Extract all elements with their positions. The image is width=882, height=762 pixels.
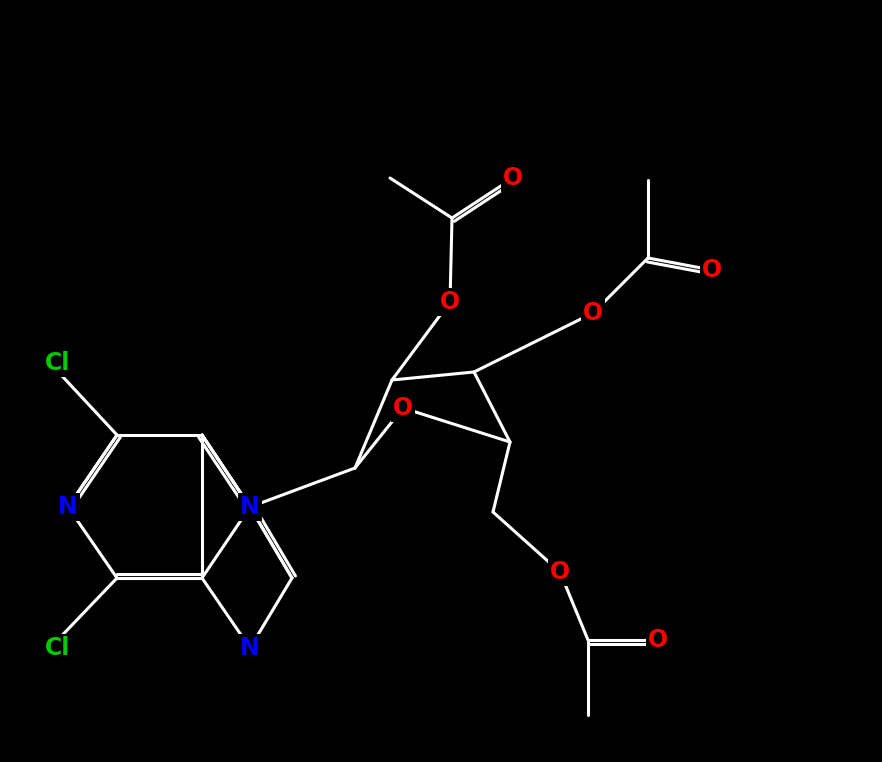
Text: N: N (240, 636, 260, 660)
Text: N: N (58, 495, 78, 519)
Text: O: O (583, 301, 603, 325)
Text: N: N (240, 495, 260, 519)
Text: O: O (393, 396, 413, 420)
Text: O: O (702, 258, 722, 282)
Text: Cl: Cl (45, 351, 71, 375)
Text: O: O (440, 290, 460, 314)
Text: O: O (550, 560, 570, 584)
Text: O: O (503, 166, 523, 190)
Text: Cl: Cl (45, 636, 71, 660)
Text: O: O (648, 628, 668, 652)
